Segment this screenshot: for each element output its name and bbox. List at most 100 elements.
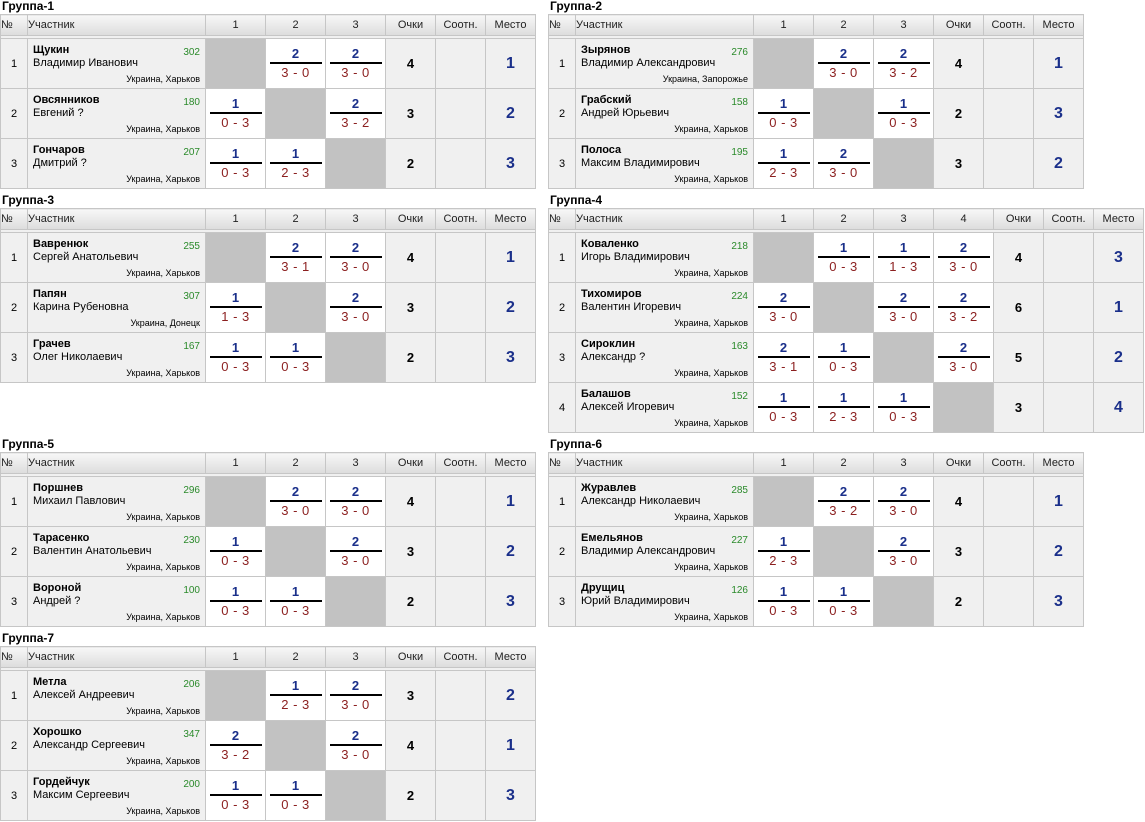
- player-city: Украина, Харьков: [126, 706, 200, 716]
- player-last-name[interactable]: Щукин: [33, 44, 70, 56]
- match-result: 2 3 - 0: [265, 476, 326, 527]
- player-rating: 163: [731, 341, 748, 352]
- player-last-name[interactable]: Вороной: [33, 582, 82, 594]
- match-score: 1 0 - 3: [209, 96, 262, 130]
- player-place: 3: [1093, 232, 1144, 283]
- match-score: 1 2 - 3: [757, 146, 810, 180]
- player-last-name[interactable]: Емельянов: [581, 532, 643, 544]
- player-ratio: [435, 332, 486, 383]
- score-divider: [757, 161, 810, 164]
- player-city: Украина, Харьков: [674, 368, 748, 378]
- score-divider: [209, 161, 262, 164]
- player-last-name[interactable]: Грабский: [581, 94, 632, 106]
- match-sets: 0 - 3: [889, 114, 918, 130]
- match-points: 2: [959, 289, 968, 305]
- player-city: Украина, Харьков: [126, 268, 200, 278]
- group-2: Группа-2 № Участник 1 2 3 Очки Соотн. Место 1 Зыря…: [548, 0, 1084, 189]
- match-sets: 3 - 1: [281, 258, 310, 274]
- header-points: Очки: [993, 208, 1044, 230]
- self-cell: [265, 526, 326, 577]
- player-last-name[interactable]: Гончаров: [33, 144, 85, 156]
- player-ratio: [1043, 382, 1094, 433]
- match-sets: 3 - 2: [221, 746, 250, 762]
- match-score: 2 3 - 0: [329, 484, 382, 518]
- match-points: 2: [291, 239, 300, 255]
- player-place: 3: [485, 138, 536, 189]
- player-last-name[interactable]: Коваленко: [581, 238, 639, 250]
- player-last-name[interactable]: Вавренюк: [33, 238, 89, 250]
- player-last-name[interactable]: Поршнев: [33, 482, 84, 494]
- player-last-name[interactable]: Балашов: [581, 388, 631, 400]
- match-points: 1: [779, 533, 788, 549]
- player-rating: 180: [183, 97, 200, 108]
- table-row: 3 Друщиц Юрий Владимирович 126 Украина, Харь…: [548, 576, 1084, 627]
- header-opponent-1: 1: [753, 208, 814, 230]
- score-divider: [329, 111, 382, 114]
- table-row: 1 Вавренюк Сергей Анатольевич 255 Украина, Х…: [0, 232, 536, 283]
- score-divider: [329, 693, 382, 696]
- header-opponent-1: 1: [205, 208, 266, 230]
- table-row: 1 Щукин Владимир Иванович 302 Украина, Харьк…: [0, 38, 536, 89]
- match-points: 2: [231, 727, 240, 743]
- player-ratio: [983, 88, 1034, 139]
- self-cell: [813, 88, 874, 139]
- player-last-name[interactable]: Тихомиров: [581, 288, 642, 300]
- header-opponent-4: 4: [933, 208, 994, 230]
- player-last-name[interactable]: Овсянников: [33, 94, 100, 106]
- player-last-name[interactable]: Журавлев: [581, 482, 637, 494]
- match-score: 1 0 - 3: [757, 390, 810, 424]
- match-result: 1 0 - 3: [265, 576, 326, 627]
- player-last-name[interactable]: Грачев: [33, 338, 71, 350]
- player-last-name[interactable]: Зырянов: [581, 44, 631, 56]
- player-last-name[interactable]: Хорошко: [33, 726, 82, 738]
- match-result: 2 3 - 0: [873, 282, 934, 333]
- match-result: 2 3 - 2: [205, 720, 266, 771]
- player-last-name[interactable]: Метла: [33, 676, 67, 688]
- match-score: 1 2 - 3: [817, 390, 870, 424]
- player-ratio: [435, 38, 486, 89]
- match-score: 2 3 - 0: [329, 290, 382, 324]
- player-last-name[interactable]: Полоса: [581, 144, 622, 156]
- player-cell: Овсянников Евгений ? 180 Украина, Харьков: [27, 88, 206, 139]
- match-points: 2: [351, 677, 360, 693]
- match-points: 2: [351, 239, 360, 255]
- match-points: 2: [351, 727, 360, 743]
- match-points: 1: [291, 145, 300, 161]
- player-ratio: [435, 526, 486, 577]
- match-points: 1: [291, 339, 300, 355]
- match-points: 1: [779, 583, 788, 599]
- player-first-name: Игорь Владимирович: [581, 251, 690, 263]
- player-number: 4: [548, 382, 576, 433]
- match-sets: 3 - 0: [889, 502, 918, 518]
- player-last-name[interactable]: Сироклин: [581, 338, 636, 350]
- player-number: 1: [0, 670, 28, 721]
- player-number: 1: [548, 232, 576, 283]
- player-place: 3: [1033, 88, 1084, 139]
- player-city: Украина, Харьков: [674, 318, 748, 328]
- match-sets: 3 - 0: [341, 308, 370, 324]
- player-last-name[interactable]: Друщиц: [581, 582, 625, 594]
- player-last-name[interactable]: Тарасенко: [33, 532, 90, 544]
- player-cell: Гордейчук Максим Сергеевич 200 Украина, Хар…: [27, 770, 206, 821]
- player-last-name[interactable]: Гордейчук: [33, 776, 90, 788]
- player-last-name[interactable]: Папян: [33, 288, 67, 300]
- player-place: 1: [485, 232, 536, 283]
- header-opponent-1: 1: [753, 452, 814, 474]
- player-city: Украина, Харьков: [126, 562, 200, 572]
- player-points: 4: [993, 232, 1044, 283]
- match-sets: 0 - 3: [769, 114, 798, 130]
- header-opponent-3: 3: [325, 452, 386, 474]
- header-opponent-3: 3: [873, 14, 934, 36]
- table-row: 2 Емельянов Владимир Александрович 227 Украи…: [548, 526, 1084, 577]
- score-divider: [937, 305, 990, 308]
- player-rating: 302: [183, 47, 200, 58]
- match-points: 2: [839, 483, 848, 499]
- self-cell: [325, 332, 386, 383]
- score-divider: [329, 255, 382, 258]
- match-score: 2 3 - 2: [937, 289, 990, 324]
- player-city: Украина, Харьков: [674, 612, 748, 622]
- player-rating: 195: [731, 147, 748, 158]
- match-sets: 3 - 0: [949, 258, 978, 274]
- player-first-name: Валентин Анатольевич: [33, 545, 152, 557]
- table-row: 3 Гончаров Дмитрий ? 207 Украина, Харьков 1 0 …: [0, 138, 536, 189]
